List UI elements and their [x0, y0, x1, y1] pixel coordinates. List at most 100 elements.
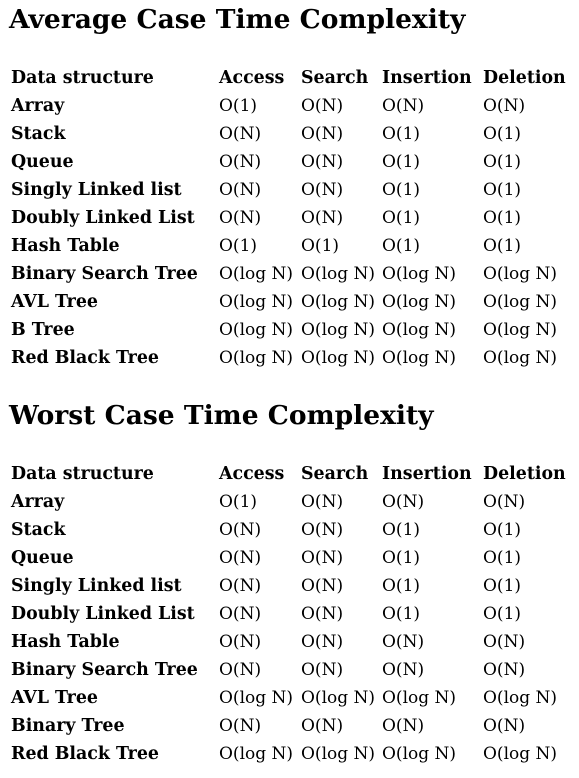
table-row: Array O(1) O(N) O(N) O(N) [11, 92, 575, 120]
search-cell: O(log N) [301, 744, 376, 764]
insertion-cell: O(1) [382, 520, 421, 540]
row-name: AVL Tree [11, 292, 98, 312]
deletion-cell: O(N) [483, 96, 526, 116]
insertion-cell: O(N) [382, 660, 425, 680]
table-row: Stack O(N) O(N) O(1) O(1) [11, 516, 575, 544]
row-name: Binary Search Tree [11, 660, 198, 680]
header-access: Access [219, 68, 285, 88]
average-case-title: Average Case Time Complexity [9, 4, 466, 35]
table-header-row: Data structure Access Search Insertion D… [11, 64, 575, 92]
access-cell: O(log N) [219, 744, 294, 764]
insertion-cell: O(N) [382, 96, 425, 116]
insertion-cell: O(log N) [382, 688, 457, 708]
insertion-cell: O(log N) [382, 744, 457, 764]
deletion-cell: O(1) [483, 236, 522, 256]
access-cell: O(N) [219, 660, 262, 680]
deletion-cell: O(1) [483, 576, 522, 596]
deletion-cell: O(1) [483, 208, 522, 228]
access-cell: O(N) [219, 576, 262, 596]
access-cell: O(N) [219, 180, 262, 200]
access-cell: O(N) [219, 632, 262, 652]
search-cell: O(N) [301, 576, 344, 596]
search-cell: O(N) [301, 96, 344, 116]
row-name: Array [11, 492, 65, 512]
deletion-cell: O(N) [483, 716, 526, 736]
table-row: Singly Linked list O(N) O(N) O(1) O(1) [11, 572, 575, 600]
search-cell: O(log N) [301, 292, 376, 312]
deletion-cell: O(log N) [483, 292, 558, 312]
table-row: AVL Tree O(log N) O(log N) O(log N) O(lo… [11, 684, 575, 712]
row-name: Binary Search Tree [11, 264, 198, 284]
row-name: Stack [11, 124, 66, 144]
insertion-cell: O(N) [382, 716, 425, 736]
row-name: Red Black Tree [11, 348, 159, 368]
row-name: Array [11, 96, 65, 116]
table-row: Doubly Linked List O(N) O(N) O(1) O(1) [11, 204, 575, 232]
deletion-cell: O(N) [483, 492, 526, 512]
table-row: Hash Table O(1) O(1) O(1) O(1) [11, 232, 575, 260]
search-cell: O(log N) [301, 264, 376, 284]
search-cell: O(1) [301, 236, 340, 256]
access-cell: O(N) [219, 548, 262, 568]
search-cell: O(N) [301, 124, 344, 144]
search-cell: O(N) [301, 520, 344, 540]
table-row: Stack O(N) O(N) O(1) O(1) [11, 120, 575, 148]
insertion-cell: O(1) [382, 604, 421, 624]
insertion-cell: O(1) [382, 208, 421, 228]
deletion-cell: O(N) [483, 660, 526, 680]
table-row: Binary Search Tree O(N) O(N) O(N) O(N) [11, 656, 575, 684]
row-name: Red Black Tree [11, 744, 159, 764]
insertion-cell: O(log N) [382, 264, 457, 284]
row-name: Singly Linked list [11, 576, 182, 596]
table-row: Queue O(N) O(N) O(1) O(1) [11, 544, 575, 572]
table-row: Array O(1) O(N) O(N) O(N) [11, 488, 575, 516]
access-cell: O(N) [219, 152, 262, 172]
deletion-cell: O(log N) [483, 264, 558, 284]
access-cell: O(log N) [219, 264, 294, 284]
row-name: Singly Linked list [11, 180, 182, 200]
access-cell: O(N) [219, 604, 262, 624]
header-access: Access [219, 464, 285, 484]
table-row: Binary Search Tree O(log N) O(log N) O(l… [11, 260, 575, 288]
table-row: B Tree O(log N) O(log N) O(log N) O(log … [11, 316, 575, 344]
search-cell: O(N) [301, 152, 344, 172]
access-cell: O(1) [219, 96, 258, 116]
table-row: Queue O(N) O(N) O(1) O(1) [11, 148, 575, 176]
header-search: Search [301, 68, 369, 88]
deletion-cell: O(1) [483, 548, 522, 568]
access-cell: O(N) [219, 208, 262, 228]
insertion-cell: O(1) [382, 180, 421, 200]
insertion-cell: O(N) [382, 492, 425, 512]
row-name: Hash Table [11, 236, 120, 256]
search-cell: O(N) [301, 208, 344, 228]
insertion-cell: O(log N) [382, 320, 457, 340]
deletion-cell: O(1) [483, 152, 522, 172]
deletion-cell: O(1) [483, 604, 522, 624]
insertion-cell: O(1) [382, 576, 421, 596]
insertion-cell: O(log N) [382, 292, 457, 312]
search-cell: O(log N) [301, 320, 376, 340]
insertion-cell: O(log N) [382, 348, 457, 368]
deletion-cell: O(N) [483, 632, 526, 652]
search-cell: O(N) [301, 660, 344, 680]
row-name: Queue [11, 152, 74, 172]
header-data-structure: Data structure [11, 464, 154, 484]
deletion-cell: O(1) [483, 520, 522, 540]
search-cell: O(N) [301, 632, 344, 652]
row-name: B Tree [11, 320, 75, 340]
deletion-cell: O(1) [483, 124, 522, 144]
header-deletion: Deletion [483, 68, 566, 88]
table-row: Red Black Tree O(log N) O(log N) O(log N… [11, 740, 575, 768]
insertion-cell: O(1) [382, 548, 421, 568]
deletion-cell: O(log N) [483, 348, 558, 368]
access-cell: O(N) [219, 124, 262, 144]
average-case-table: Data structure Access Search Insertion D… [11, 64, 575, 372]
insertion-cell: O(1) [382, 124, 421, 144]
row-name: Binary Tree [11, 716, 125, 736]
average-case-section: Average Case Time Complexity Data struct… [9, 0, 575, 368]
access-cell: O(log N) [219, 292, 294, 312]
table-row: Red Black Tree O(log N) O(log N) O(log N… [11, 344, 575, 372]
search-cell: O(log N) [301, 348, 376, 368]
access-cell: O(log N) [219, 320, 294, 340]
search-cell: O(N) [301, 548, 344, 568]
